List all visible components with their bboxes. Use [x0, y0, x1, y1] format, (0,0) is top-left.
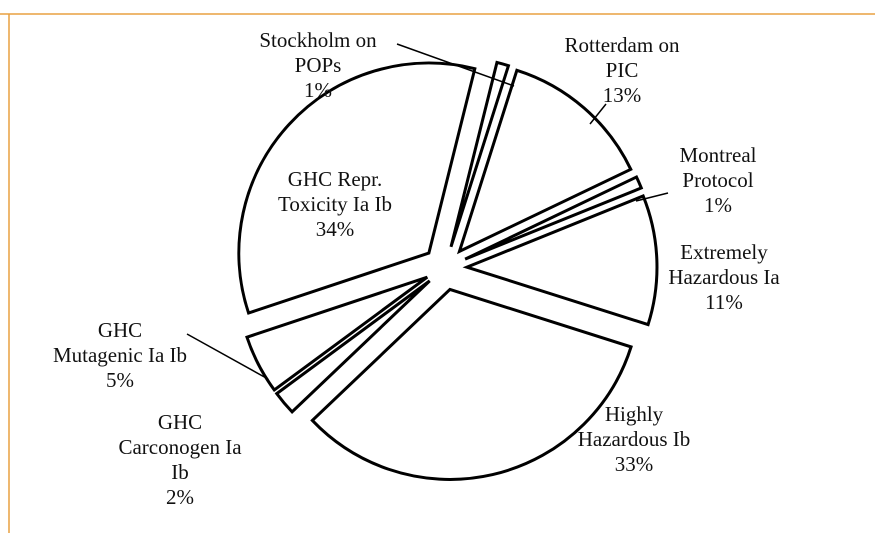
pie-slice — [310, 287, 633, 481]
slice-label: GHC Carconogen Ia Ib 2% — [118, 410, 241, 510]
slice-label: Highly Hazardous Ib 33% — [578, 402, 691, 477]
pie-slice — [456, 68, 633, 255]
value-label: 5% — [106, 368, 134, 392]
value-label: 1% — [303, 78, 332, 102]
pie-slice — [464, 175, 644, 261]
category-label: GHC Repr. Toxicity Ia Ib — [278, 167, 392, 216]
leader-line — [589, 103, 607, 125]
value-label: 33% — [614, 452, 654, 476]
category-label: Stockholm on POPs — [259, 28, 377, 77]
value-label: 11% — [705, 290, 743, 314]
slice-label: GHC Repr. Toxicity Ia Ib 34% — [278, 167, 392, 242]
slice-label: Montreal Protocol 1% — [680, 143, 757, 218]
category-label: Montreal Protocol — [679, 143, 757, 192]
leader-line — [635, 192, 669, 202]
category-label: GHC Carconogen Ia Ib — [118, 410, 242, 484]
leader-line — [186, 333, 269, 380]
category-label: Extremely Hazardous Ia — [668, 240, 780, 289]
pie-slice — [462, 194, 659, 327]
category-label: Highly Hazardous Ib — [577, 402, 691, 451]
value-label: 34% — [315, 217, 355, 241]
slice-label: Extremely Hazardous Ia 11% — [668, 240, 779, 315]
category-label: Rotterdam on PIC — [564, 33, 680, 82]
slice-label: GHC Mutagenic Ia Ib 5% — [53, 318, 187, 393]
leader-line — [396, 43, 515, 87]
value-label: 13% — [602, 83, 642, 107]
slice-label: Stockholm on POPs 1% — [259, 28, 376, 103]
value-label: 2% — [166, 485, 194, 509]
pie-slice — [245, 275, 429, 393]
pie-slice — [237, 61, 477, 315]
slice-label: Rotterdam on PIC 13% — [565, 33, 680, 108]
category-label: GHC Mutagenic Ia Ib — [52, 318, 188, 367]
leader-lines — [186, 43, 669, 380]
pie-slice — [449, 60, 511, 248]
pie-slice — [274, 279, 431, 415]
value-label: 1% — [703, 193, 732, 217]
